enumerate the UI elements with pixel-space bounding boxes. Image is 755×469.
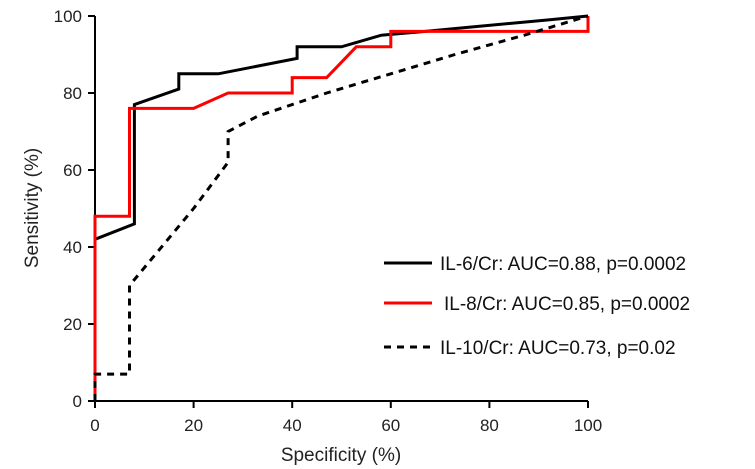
series-il6-line [93, 14, 589, 401]
y-tick-label: 60 [63, 161, 82, 180]
y-ticks: 0 20 40 60 80 100 [54, 7, 95, 411]
y-tick-label: 40 [63, 238, 82, 257]
x-tick-label: 80 [480, 416, 499, 435]
x-tick-label: 60 [381, 416, 400, 435]
x-tick-label: 20 [184, 416, 203, 435]
y-tick-label: 80 [63, 84, 82, 103]
x-axis-title: Specificity (%) [281, 445, 401, 466]
y-axis-title: Sensitivity (%) [22, 148, 43, 268]
legend-label-il6: IL-6/Cr: AUC=0.88, p=0.0002 [440, 254, 686, 275]
y-tick-label: 100 [54, 7, 82, 26]
series-il10-line [93, 14, 589, 401]
plot-area: 0 20 40 60 80 100 0 20 40 60 80 100 [54, 7, 603, 435]
series-layer [93, 14, 590, 401]
x-tick-label: 0 [90, 416, 99, 435]
legend-label-il10: IL-10/Cr: AUC=0.73, p=0.02 [440, 338, 676, 359]
y-tick-label: 0 [73, 392, 82, 411]
y-tick-label: 20 [63, 315, 82, 334]
legend: IL-6/Cr: AUC=0.88, p=0.0002 IL-8/Cr: AUC… [384, 254, 690, 359]
series-il8-line [93, 16, 590, 401]
x-ticks: 0 20 40 60 80 100 [90, 401, 602, 435]
legend-label-il8: IL-8/Cr: AUC=0.85, p=0.0002 [444, 294, 690, 315]
x-tick-label: 40 [283, 416, 302, 435]
x-tick-label: 100 [574, 416, 602, 435]
